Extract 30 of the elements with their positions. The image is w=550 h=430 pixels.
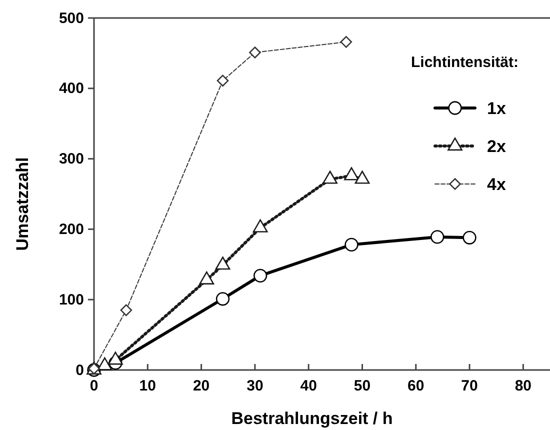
point [430,230,444,244]
y-axis-title: Umsatzzahl [13,157,32,251]
y-tick-label: 0 [76,362,84,379]
x-tick-label: 30 [246,378,264,395]
x-axis-title: Bestrahlungszeit / h [231,409,393,428]
point [249,46,261,58]
x-tick-label: 60 [408,378,424,395]
y-tick-label: 100 [58,291,84,308]
y-tick-label: 200 [58,221,84,238]
y-tick-label: 300 [58,150,84,168]
point [120,304,132,316]
point [216,74,229,87]
x-tick-label: 40 [300,378,317,395]
y-tick-label: 500 [58,10,84,27]
x-tick-label: 80 [514,378,532,395]
y-tick-label: 400 [58,80,84,98]
legend-label: 2x [487,137,506,156]
legend-label: 4x [487,175,506,194]
legend-title: Lichtintensität: [411,54,518,71]
x-tick-label: 0 [90,378,98,395]
point [253,268,268,282]
x-tick-label: 20 [192,378,210,395]
point [216,292,230,306]
x-tick-label: 50 [354,378,371,395]
legend-label: 1x [487,99,506,118]
point [340,36,352,48]
x-tick-label: 10 [139,378,156,395]
point [344,238,358,252]
x-tick-label: 70 [461,378,478,395]
point [462,230,476,244]
